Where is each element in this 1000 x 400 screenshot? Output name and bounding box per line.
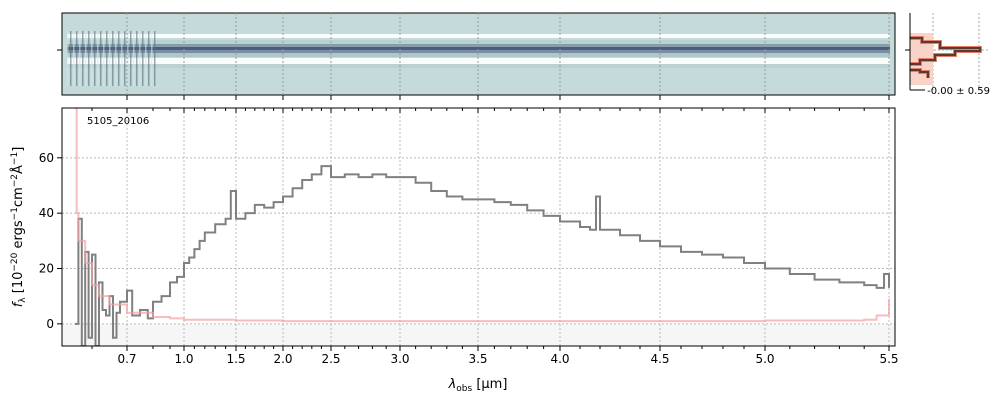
y-tick-label: 0 xyxy=(46,317,54,331)
2d-noise-column xyxy=(130,31,132,86)
2d-noise-column xyxy=(115,31,117,86)
x-tick-label: 1.0 xyxy=(174,352,193,366)
x-tick-label: 3.0 xyxy=(390,352,409,366)
x-tick-label: 5.5 xyxy=(879,352,898,366)
y-tick-label: 60 xyxy=(39,151,54,165)
2d-trace-band xyxy=(67,47,890,50)
x-tick-label: 2.0 xyxy=(273,352,292,366)
2d-noise-column xyxy=(73,31,75,86)
object-id-label: 5105_20106 xyxy=(87,116,149,127)
x-axis-label: λobs [μm] xyxy=(448,377,508,394)
2d-noise-column xyxy=(139,31,141,86)
plot-frame xyxy=(61,107,896,347)
flux-series-line xyxy=(75,165,890,346)
y-tick-label: 40 xyxy=(39,206,54,220)
x-tick-label: 5.0 xyxy=(755,352,774,366)
2d-noise-column xyxy=(82,31,84,86)
y-axis-label: fλ [10−20 ergs−1cm−2Å−1] xyxy=(10,147,28,308)
2d-noise-column xyxy=(88,31,90,86)
x-tick-label: 4.0 xyxy=(550,352,569,366)
2d-spectrum-panel xyxy=(57,12,896,100)
2d-noise-column xyxy=(154,31,156,86)
2d-noise-column xyxy=(151,31,153,86)
2d-noise-column xyxy=(76,31,78,86)
2d-noise-column xyxy=(121,31,123,86)
2d-noise-column xyxy=(67,31,69,86)
profile-inset-panel xyxy=(905,13,990,91)
2d-noise-column xyxy=(124,31,126,86)
2d-trace-band xyxy=(67,50,890,53)
error-series-line xyxy=(75,108,890,323)
2d-noise-column xyxy=(103,31,105,86)
x-tick-label: 2.5 xyxy=(321,352,340,366)
y-tick-label: 20 xyxy=(39,262,54,276)
2d-noise-column xyxy=(145,31,147,86)
2d-noise-column xyxy=(85,31,87,86)
2d-noise-column xyxy=(109,31,111,86)
2d-noise-column xyxy=(79,31,81,86)
2d-noise-column xyxy=(148,31,150,86)
inset-profile-line xyxy=(910,37,981,78)
2d-noise-column xyxy=(127,31,129,86)
1d-spectrum-panel: 0.7 1.0 1.5 2.0 2.5 3.0 3.5 4.0 4.5 5.0 5.5 0 20 40 60 xyxy=(39,107,899,366)
x-tick-label: 3.5 xyxy=(468,352,487,366)
2d-noise-column xyxy=(94,31,96,86)
x-tick-label: 0.7 xyxy=(117,352,136,366)
x-tick-label: 4.5 xyxy=(650,352,669,366)
2d-noise-column xyxy=(100,31,102,86)
2d-noise-column xyxy=(112,31,114,86)
2d-trace-band xyxy=(67,53,890,57)
x-tick-label: 1.5 xyxy=(226,352,245,366)
inset-label: -0.00 ± 0.59 xyxy=(927,86,990,97)
2d-noise-column xyxy=(70,31,72,86)
2d-trace-band xyxy=(67,34,890,38)
negative-flux-band xyxy=(62,323,895,346)
2d-noise-column xyxy=(97,31,99,86)
2d-noise-column xyxy=(142,31,144,86)
2d-noise-column xyxy=(133,31,135,86)
2d-noise-column xyxy=(118,31,120,86)
2d-noise-column xyxy=(106,31,108,86)
2d-noise-column xyxy=(136,31,138,86)
2d-noise-column xyxy=(91,31,93,86)
